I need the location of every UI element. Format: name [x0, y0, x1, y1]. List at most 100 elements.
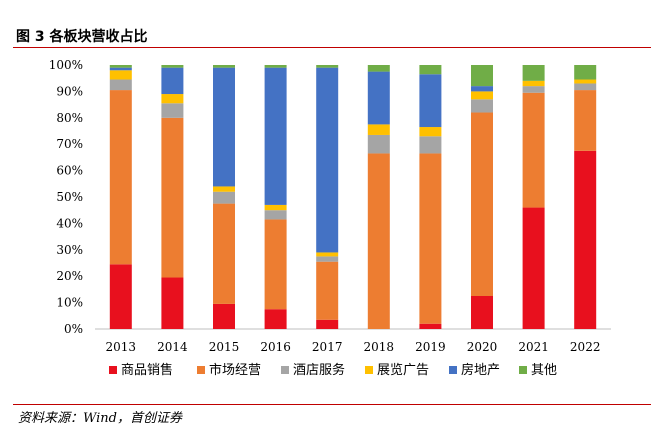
- x-tick-label: 2016: [260, 340, 291, 354]
- y-tick-label: 10%: [56, 296, 83, 310]
- x-tick-label: 2020: [467, 340, 498, 354]
- bar-segment: [574, 79, 597, 84]
- bar-segment: [419, 136, 442, 154]
- y-tick-label: 90%: [56, 84, 83, 98]
- bar-segment: [213, 203, 235, 304]
- legend-label: 市场经营: [209, 362, 261, 378]
- bar-segment: [522, 65, 545, 81]
- bar-segment: [161, 117, 184, 278]
- legend-label: 展览广告: [377, 362, 429, 378]
- bar-segment: [264, 210, 287, 220]
- legend-item: 展览广告: [365, 362, 429, 378]
- bar-segment: [367, 65, 390, 72]
- y-tick-label: 50%: [56, 190, 83, 204]
- stacked-bar-chart: 0% 10% 20% 30% 40% 50% 60% 70% 80% 90% 100% 2013 201…: [49, 58, 611, 378]
- bar-segment: [109, 65, 132, 68]
- x-tick-label: 2021: [518, 340, 549, 354]
- source-note: 资料来源：Wind，首创证券: [18, 411, 182, 426]
- bar-segment: [419, 153, 442, 324]
- bar-segment: [574, 150, 597, 329]
- y-tick-label: 40%: [56, 216, 83, 230]
- bar-segment: [367, 153, 390, 329]
- legend-swatch: [519, 366, 527, 374]
- bar-segment: [419, 65, 442, 75]
- bar-segment: [522, 92, 545, 208]
- bar-segment: [264, 204, 287, 211]
- y-tick-label: 100%: [49, 58, 83, 72]
- top-rule: [13, 47, 651, 48]
- bar-segment: [161, 277, 184, 329]
- legend-item: 市场经营: [197, 362, 261, 378]
- bar-segment: [213, 303, 235, 329]
- bar-segment: [522, 80, 545, 87]
- bar-segment: [574, 90, 597, 151]
- legend-label: 酒店服务: [293, 362, 345, 378]
- y-tick-label: 60%: [56, 164, 83, 178]
- bar-segment: [316, 261, 339, 320]
- bar-segment: [316, 65, 339, 68]
- chart-area: 0% 10% 20% 30% 40% 50% 60% 70% 80% 90% 100% 2013 201…: [13, 52, 651, 396]
- x-tick-label: 2014: [157, 340, 188, 354]
- x-tick-label: 2015: [209, 340, 240, 354]
- x-tick-label: 2018: [364, 340, 395, 354]
- legend-label: 房地产: [461, 362, 500, 378]
- legend-swatch: [449, 366, 457, 374]
- x-tick-label: 2019: [415, 340, 446, 354]
- bar-segment: [419, 127, 442, 137]
- bar-segment: [471, 86, 493, 92]
- bar-segment: [471, 91, 493, 100]
- bottom-rule: [13, 404, 651, 405]
- bar-segment: [574, 65, 597, 80]
- figure-title: 图 3 各板块营收占比: [16, 29, 148, 45]
- bar-segment: [213, 186, 235, 192]
- bar-segment: [109, 79, 132, 91]
- x-tick-label: 2017: [312, 340, 343, 354]
- bar-segment: [419, 74, 442, 128]
- legend-item: 商品销售: [109, 362, 173, 378]
- bar-segment: [367, 71, 390, 125]
- bar-segment: [264, 67, 287, 205]
- bar-segment: [522, 86, 545, 93]
- y-tick-label: 70%: [56, 137, 83, 151]
- bar-segment: [109, 67, 132, 71]
- bar-segment: [471, 296, 493, 329]
- bar-segment: [367, 124, 390, 135]
- bar-segment: [213, 67, 235, 187]
- legend-swatch: [197, 366, 205, 374]
- bar-segment: [264, 219, 287, 310]
- y-tick-label: 30%: [56, 243, 83, 257]
- bar-segment: [264, 309, 287, 329]
- bar-segment: [213, 191, 235, 204]
- x-tick-label: 2022: [570, 340, 601, 354]
- legend-swatch: [365, 366, 373, 374]
- legend-item: 其他: [519, 363, 557, 378]
- x-tick-label: 2013: [106, 340, 137, 354]
- bar-segment: [316, 252, 339, 257]
- bar-segment: [109, 264, 132, 329]
- legend-item: 房地产: [449, 362, 500, 378]
- bar-segment: [213, 65, 235, 68]
- legend-label: 其他: [531, 363, 557, 378]
- bar-segment: [264, 65, 287, 68]
- legend-label: 商品销售: [121, 362, 173, 378]
- legend-swatch: [109, 366, 117, 374]
- bar-segment: [109, 70, 132, 80]
- legend-item: 酒店服务: [281, 362, 345, 378]
- bar-segment: [109, 90, 132, 265]
- legend-swatch: [281, 366, 289, 374]
- bar-segment: [161, 94, 184, 104]
- bar-segment: [367, 134, 390, 154]
- bar-segment: [522, 207, 545, 329]
- bar-segment: [471, 99, 493, 113]
- y-tick-label: 80%: [56, 111, 83, 125]
- bar-segment: [316, 319, 339, 329]
- bar-segment: [574, 83, 597, 91]
- bar-segment: [316, 256, 339, 262]
- bar-segment: [161, 67, 184, 95]
- bar-segment: [316, 67, 339, 253]
- y-tick-label: 0%: [64, 322, 83, 336]
- bar-segment: [471, 65, 493, 87]
- bar-segment: [161, 65, 184, 68]
- y-tick-label: 20%: [56, 269, 83, 283]
- bar-segment: [471, 112, 493, 296]
